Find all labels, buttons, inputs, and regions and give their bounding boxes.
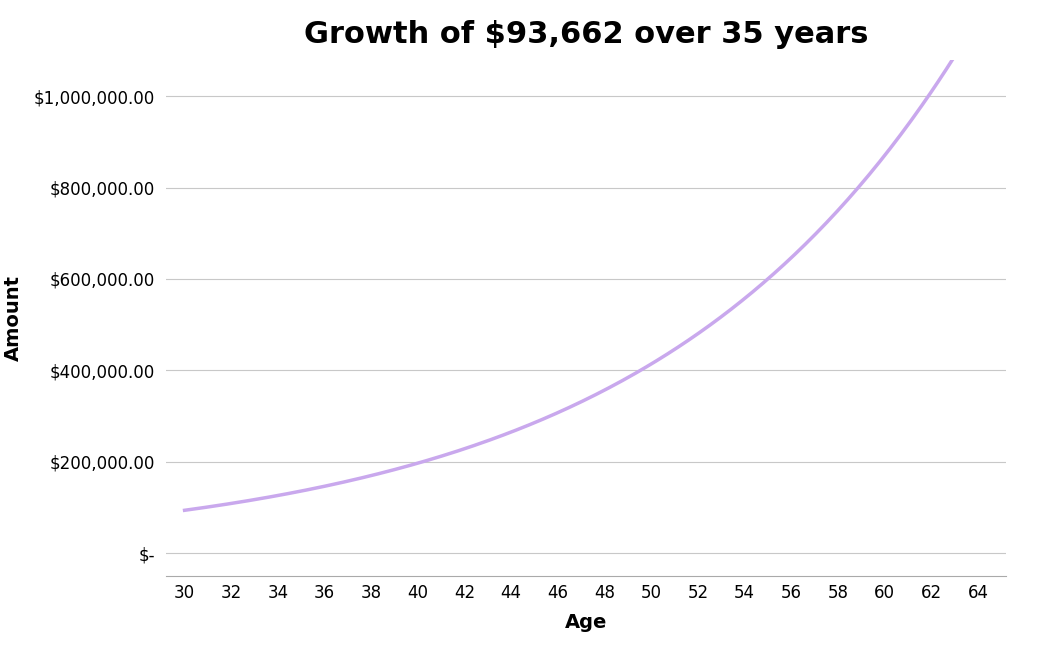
Y-axis label: Amount: Amount — [3, 275, 23, 361]
Title: Growth of $93,662 over 35 years: Growth of $93,662 over 35 years — [304, 20, 868, 49]
X-axis label: Age: Age — [565, 614, 607, 632]
